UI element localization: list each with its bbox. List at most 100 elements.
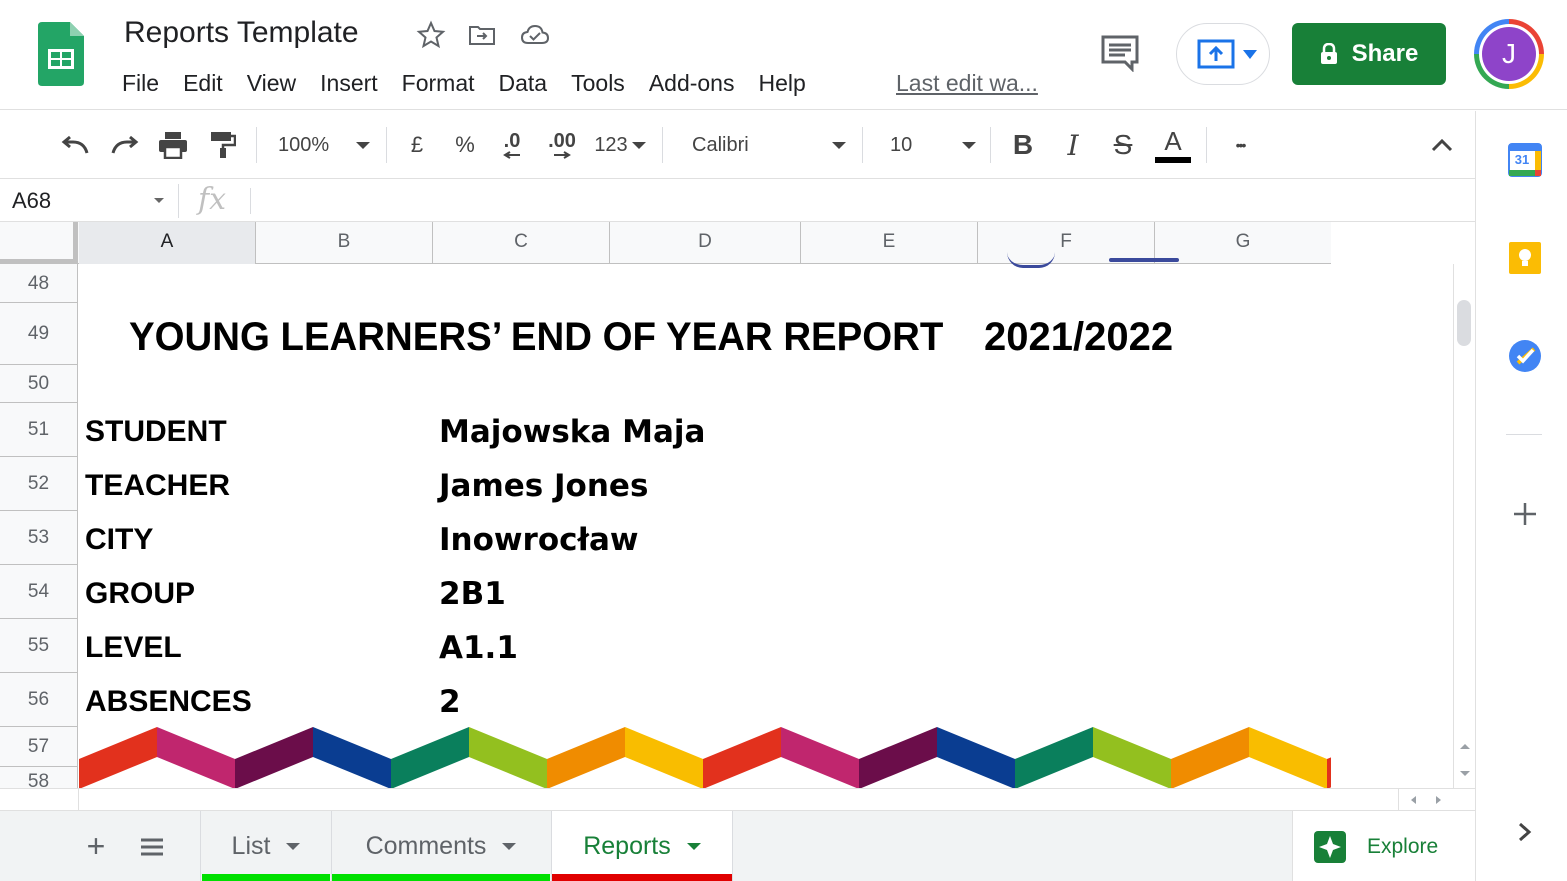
zigzag-segment [1249,727,1327,788]
field-label-teacher: TEACHER [85,469,231,502]
scroll-left-icon[interactable] [1409,795,1417,805]
collapse-menus-button[interactable] [1426,111,1458,179]
zoom-select[interactable]: 100% [272,111,376,179]
tab-color-bar [552,874,732,881]
menu-help[interactable]: Help [758,70,806,96]
more-formats-button[interactable]: 123 [590,111,650,179]
more-options-button[interactable]: ••• [1235,137,1247,153]
menu-data[interactable]: Data [498,70,548,96]
format-percent-button[interactable]: % [455,132,475,157]
zigzag-segment [781,727,859,788]
bold-button[interactable]: B [1012,129,1034,160]
get-add-ons-button[interactable] [1512,501,1538,527]
account-avatar[interactable]: J [1474,19,1544,89]
column-header-a[interactable]: A [79,222,256,264]
sheet-tab-list[interactable]: List [202,811,330,881]
document-title[interactable]: Reports Template [124,16,359,49]
row-header-57[interactable]: 57 [0,727,78,767]
menu-file[interactable]: File [122,70,160,96]
menu-view[interactable]: View [246,70,297,96]
menu-format[interactable]: Format [401,70,475,96]
row-header-50[interactable]: 50 [0,365,78,403]
zigzag-segment [469,727,547,788]
share-button[interactable]: Share [1292,23,1446,85]
sheets-logo-icon[interactable] [38,22,84,86]
cell-area[interactable]: YOUNG LEARNERS’ END OF YEAR REPORT 2021/… [79,258,1331,788]
row-header-52[interactable]: 52 [0,457,78,511]
column-header-g[interactable]: G [1155,222,1332,264]
formula-input[interactable] [262,180,1442,222]
row-header-54[interactable]: 54 [0,565,78,619]
zigzag-segment [157,727,235,788]
paint-format-button[interactable] [204,111,242,179]
report-title: YOUNG LEARNERS’ END OF YEAR REPORT [129,315,944,359]
zigzag-segment [313,727,391,788]
scroll-down-icon[interactable] [1459,770,1471,778]
zigzag-segment [391,727,469,788]
decrease-decimal-button[interactable]: .0 [492,111,532,179]
scroll-up-icon[interactable] [1459,742,1471,750]
increase-decimal-button[interactable]: .00 [540,111,584,179]
expand-side-panel-button[interactable] [1516,821,1534,843]
last-edit-link[interactable]: Last edit wa... [896,70,1038,96]
row-header-49[interactable]: 49 [0,303,78,365]
field-value-city: Inowrocław [439,522,639,558]
sheet-tab-comments[interactable]: Comments [332,811,550,881]
strikethrough-button[interactable]: S [1113,129,1133,160]
zoom-value: 100% [278,133,330,156]
present-button[interactable] [1176,23,1270,85]
keep-button[interactable] [1508,241,1542,275]
formula-bar: A68 fx [0,180,1475,222]
comment-history-icon[interactable] [1100,34,1140,72]
row-header-58[interactable]: 58 [0,767,78,788]
undo-button[interactable] [56,111,94,179]
menu-add-ons[interactable]: Add-ons [648,70,735,96]
column-header-c[interactable]: C [433,222,610,264]
vertical-scrollbar[interactable] [1453,264,1475,788]
menu-tools[interactable]: Tools [571,70,625,96]
print-button[interactable] [154,111,192,179]
font-size-select[interactable]: 10 [876,111,980,179]
calendar-button[interactable]: 31 [1508,143,1542,177]
sheet-tab-reports[interactable]: Reports [551,811,733,881]
calendar-day: 31 [1514,152,1530,167]
field-value-student: Majowska Maja [439,414,706,450]
format-currency-button[interactable]: £ [410,132,424,157]
column-header-e[interactable]: E [801,222,978,264]
cloud-saved-icon[interactable] [520,20,550,50]
zigzag-segment [1171,727,1249,788]
zigzag-segment [547,727,625,788]
row-header-56[interactable]: 56 [0,673,78,727]
scroll-thumb[interactable] [1457,300,1471,346]
menu-edit[interactable]: Edit [183,70,223,96]
column-header-d[interactable]: D [610,222,801,264]
logo-fragment [1007,252,1055,268]
explore-button[interactable]: Explore [1292,811,1475,881]
column-header-f[interactable]: F [978,222,1155,264]
zigzag-segment [1015,727,1093,788]
italic-button[interactable]: I [1067,128,1079,162]
menu-insert[interactable]: Insert [320,70,378,96]
move-folder-icon[interactable] [467,20,497,50]
horizontal-scrollbar[interactable] [0,788,1475,811]
text-color-button[interactable]: A [1152,111,1194,179]
row-header-51[interactable]: 51 [0,403,78,457]
row-header-48[interactable]: 48 [0,264,78,303]
name-box[interactable]: A68 [12,180,168,222]
add-sheet-button[interactable]: + [86,828,106,864]
row-header-53[interactable]: 53 [0,511,78,565]
star-icon[interactable] [416,20,446,50]
undo-icon [61,135,89,154]
tasks-check-icon [1509,340,1541,372]
tasks-button[interactable] [1508,339,1542,373]
font-family-select[interactable]: Calibri [680,111,850,179]
field-label-city: CITY [85,523,154,556]
column-header-b[interactable]: B [256,222,433,264]
keep-lightbulb-icon [1509,242,1541,274]
redo-button[interactable] [106,111,144,179]
row-header-55[interactable]: 55 [0,619,78,673]
field-value-level: A1.1 [439,630,518,666]
select-all-corner[interactable] [0,222,78,264]
scroll-right-icon[interactable] [1435,795,1443,805]
all-sheets-button[interactable] [132,811,172,881]
